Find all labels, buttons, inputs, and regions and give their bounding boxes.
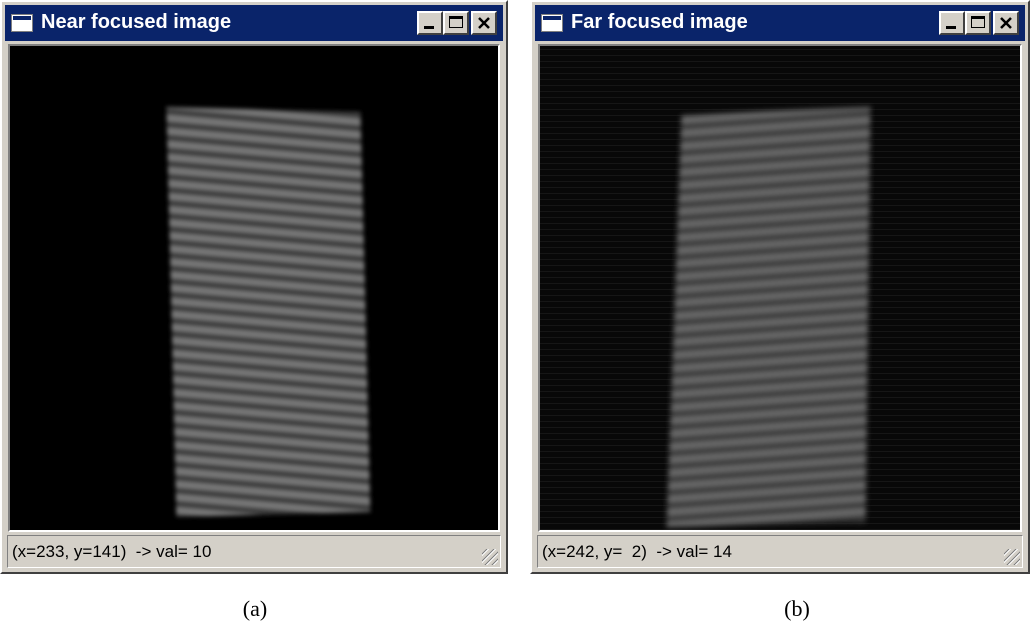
image — [540, 46, 1020, 530]
image-view — [538, 44, 1022, 532]
maximize-button[interactable] — [443, 11, 469, 35]
maximize-button[interactable] — [965, 11, 991, 35]
window-title: Near focused image — [41, 11, 231, 34]
caption: (a) — [243, 596, 267, 622]
status-bar: (x=242, y= 2) -> val= 14 — [537, 535, 1023, 568]
close-button[interactable] — [471, 11, 497, 35]
window-icon — [541, 14, 563, 32]
window: Far focused image (x=242, y= 2) -> val= … — [530, 0, 1030, 574]
page: Near focused image (x=233, y=141) -> val… — [0, 0, 1032, 633]
resize-grip[interactable] — [482, 549, 498, 565]
image-view — [8, 44, 500, 532]
minimize-button[interactable] — [417, 11, 443, 35]
title-bar: Far focused image — [535, 5, 1025, 41]
image — [10, 46, 498, 530]
resize-grip[interactable] — [1004, 549, 1020, 565]
status-bar: (x=233, y=141) -> val= 10 — [7, 535, 501, 568]
minimize-button[interactable] — [939, 11, 965, 35]
close-button[interactable] — [993, 11, 1019, 35]
window-icon — [11, 14, 33, 32]
status-text: (x=242, y= 2) -> val= 14 — [542, 542, 732, 561]
caption: (b) — [784, 596, 810, 622]
title-bar: Near focused image — [5, 5, 503, 41]
window-title: Far focused image — [571, 11, 748, 34]
status-text: (x=233, y=141) -> val= 10 — [12, 542, 211, 561]
window: Near focused image (x=233, y=141) -> val… — [0, 0, 508, 574]
